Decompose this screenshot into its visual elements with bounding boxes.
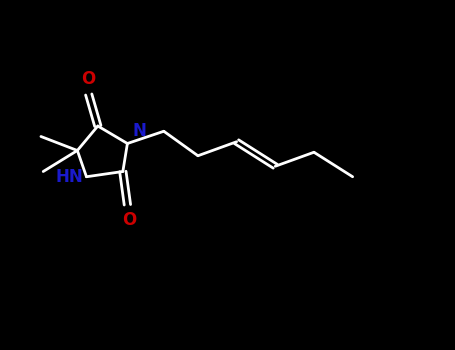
Text: N: N <box>133 122 147 140</box>
Text: O: O <box>81 70 96 88</box>
Text: HN: HN <box>55 168 83 186</box>
Text: O: O <box>122 211 137 229</box>
